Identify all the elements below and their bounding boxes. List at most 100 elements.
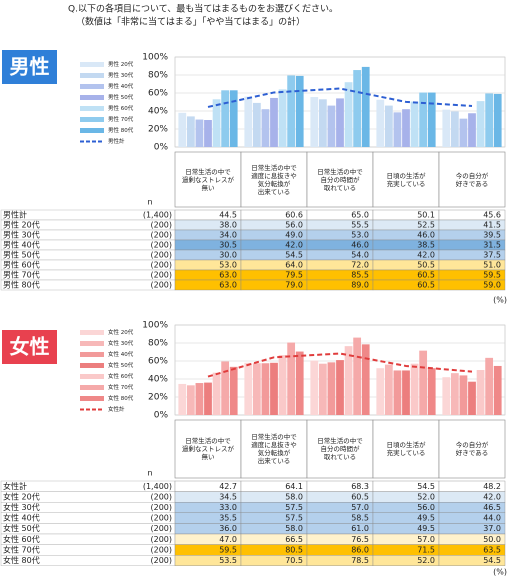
bar (287, 342, 296, 415)
category-wrap: 今の自分が 好きである (456, 172, 489, 188)
table-value: 33.0 (219, 503, 237, 512)
table-value: 42.0 (417, 251, 435, 260)
bar (244, 96, 253, 147)
bar (252, 363, 261, 415)
y-tick-label: 100% (142, 321, 168, 331)
y-tick-label: 80% (148, 339, 168, 349)
category-wrap: 日常生活の中で 適度に息抜きや 気分転換が 出来ている (251, 433, 297, 465)
table-value: 30.5 (219, 241, 237, 250)
table-value: 56.0 (417, 503, 435, 512)
table-value: 52.5 (417, 221, 435, 230)
table-value: 53.5 (219, 556, 237, 565)
row-n: (200) (150, 271, 172, 280)
row-label: 男性 80代 (3, 280, 40, 290)
row-label: 男性 20代 (3, 220, 40, 230)
bar (410, 101, 419, 147)
table-value: 31.5 (483, 241, 501, 250)
table-header-cell (240, 419, 308, 479)
row-n: (200) (150, 281, 172, 290)
bar (221, 361, 230, 415)
table-value: 34.5 (219, 492, 237, 501)
table-value: 89.0 (351, 281, 369, 290)
bar (442, 109, 451, 147)
bar (419, 350, 428, 415)
y-tick-label: 60% (148, 357, 168, 367)
bar (442, 377, 451, 415)
row-n: (200) (150, 545, 172, 554)
bar (278, 355, 287, 415)
table-header-cell (306, 151, 374, 208)
legend-label: 女性 20代 (108, 328, 134, 336)
y-tick-label: 100% (142, 53, 168, 63)
table-value: 56.0 (285, 221, 303, 230)
legend-label: 女性 50代 (108, 361, 134, 369)
table-value: 58.0 (285, 524, 303, 533)
row-label: 男性 70代 (3, 270, 40, 280)
row-label: 男性計 (3, 210, 27, 220)
table-value: 46.5 (483, 503, 501, 512)
row-n: (200) (150, 241, 172, 250)
table-value: 50.1 (417, 211, 435, 220)
bar (295, 75, 304, 147)
y-tick-label: 40% (148, 107, 168, 117)
legend-label: 男性 20代 (108, 60, 134, 68)
table-value: 46.0 (417, 231, 435, 240)
legend-label: 男性 50代 (108, 93, 134, 101)
table-value: 49.5 (417, 524, 435, 533)
table-value: 66.5 (285, 535, 303, 544)
bar (229, 90, 238, 147)
legend-swatch (80, 385, 104, 390)
category-label: 日常生活の中で 適度に息抜きや 気分転換が 出来ている (251, 163, 297, 196)
table-value: 76.5 (351, 535, 369, 544)
row-label: 女性 50代 (3, 523, 40, 533)
table-value: 42.7 (219, 482, 237, 491)
bar (261, 363, 270, 415)
table-value: 61.0 (351, 524, 369, 533)
panel-label: 男性 (10, 55, 50, 79)
table-value: 58.0 (285, 492, 303, 501)
legend-swatch (80, 106, 104, 111)
bar (485, 357, 494, 415)
bar (419, 92, 428, 147)
table-value: 49.0 (285, 231, 303, 240)
table-value: 30.0 (219, 251, 237, 260)
bar (178, 112, 187, 147)
table-value: 63.0 (219, 281, 237, 290)
panel-label-box (2, 330, 57, 364)
legend-label: 男性 80代 (108, 126, 134, 134)
legend-label: 男性 40代 (108, 82, 134, 90)
bar (361, 344, 370, 415)
bar (336, 98, 344, 147)
row-label: 女性 30代 (3, 502, 40, 512)
legend-swatch (80, 396, 104, 401)
bar (229, 366, 238, 415)
table-value: 54.0 (351, 251, 369, 260)
bar (410, 363, 419, 415)
table-value: 57.0 (417, 535, 435, 544)
table-value: 63.0 (219, 271, 237, 280)
row-n: (200) (150, 503, 172, 512)
table-value: 42.0 (285, 241, 303, 250)
bar (393, 370, 402, 415)
table-value: 38.0 (219, 221, 237, 230)
table-value: 72.0 (351, 261, 369, 270)
legend-label: 女性 60代 (108, 372, 134, 380)
bar (493, 93, 502, 147)
legend-swatch (80, 341, 104, 346)
bar (295, 351, 304, 415)
row-label: 男性 30代 (3, 230, 40, 240)
table-value: 63.5 (483, 545, 501, 554)
bar (353, 70, 362, 147)
bar (244, 362, 253, 415)
table-value: 45.6 (483, 211, 501, 220)
bar (353, 337, 362, 415)
bar (278, 89, 287, 147)
row-label: 女性 20代 (3, 491, 40, 501)
legend-swatch (80, 73, 104, 78)
legend-swatch (80, 117, 104, 122)
bar (204, 382, 212, 415)
bar (468, 381, 476, 415)
table-value: 48.2 (483, 482, 501, 491)
bar (459, 118, 468, 147)
